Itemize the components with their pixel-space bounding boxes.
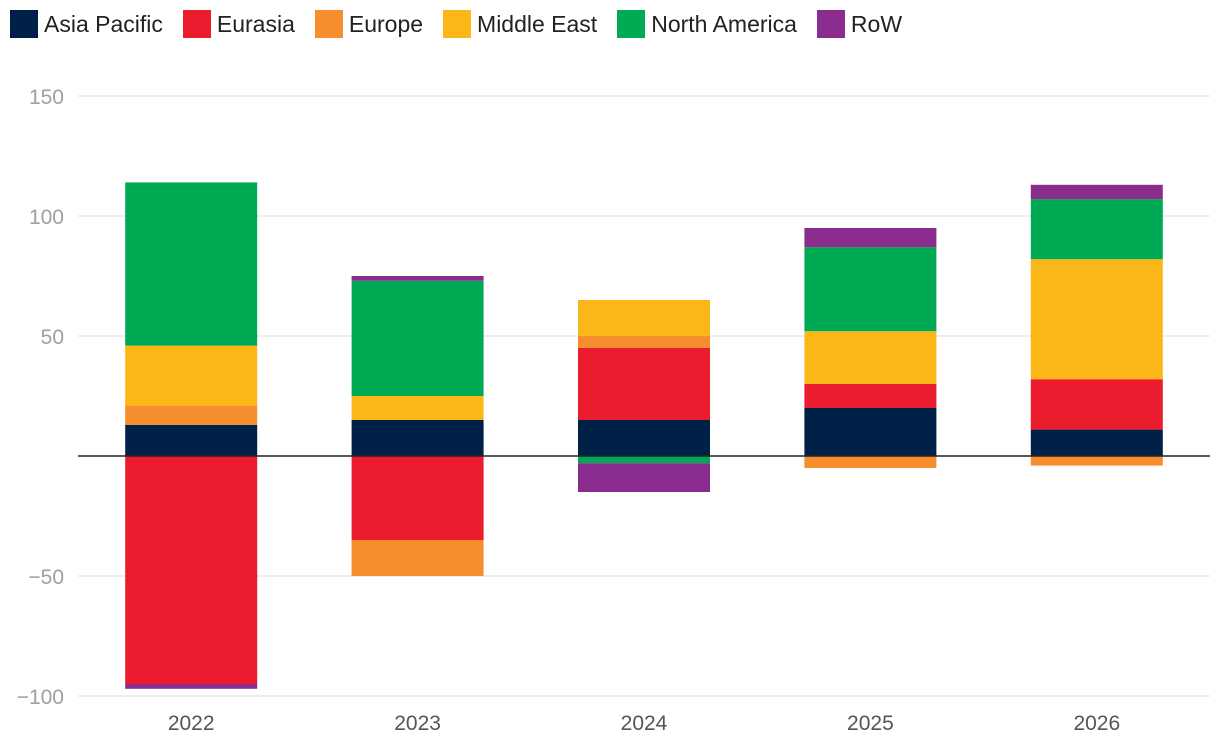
bar-segment xyxy=(1030,379,1163,430)
bar-segment xyxy=(351,280,484,396)
bar-segment xyxy=(125,345,258,406)
legend-item: Middle East xyxy=(443,8,597,40)
legend-swatch xyxy=(314,10,343,38)
bar-segment xyxy=(804,331,937,384)
legend-item: North America xyxy=(617,8,797,40)
legend-label: Europe xyxy=(348,11,424,37)
y-tick-label: 100 xyxy=(29,206,64,229)
legend-label: Eurasia xyxy=(216,11,295,37)
bar-segment xyxy=(578,456,710,464)
bar-segment xyxy=(1030,429,1163,456)
legend-label: North America xyxy=(651,11,797,37)
bar-segment xyxy=(804,408,937,456)
bar-segment xyxy=(804,247,937,332)
bar-segment xyxy=(578,336,710,348)
bar-segment xyxy=(351,396,484,420)
y-tick-label: −50 xyxy=(28,566,64,589)
bar-segment xyxy=(804,228,937,248)
grid-lines xyxy=(78,95,1210,697)
legend-swatch xyxy=(182,10,211,38)
x-tick-label: 2024 xyxy=(621,712,668,735)
bar-segment xyxy=(125,456,258,684)
bar-segment xyxy=(804,456,937,468)
legend-label: Asia Pacific xyxy=(44,11,163,37)
y-tick-label: 50 xyxy=(41,326,64,349)
bar-segment xyxy=(125,424,258,456)
bar-segment xyxy=(1030,184,1163,200)
bar-segment xyxy=(351,540,484,576)
x-tick-label: 2022 xyxy=(168,712,215,735)
legend-item: RoW xyxy=(816,8,903,40)
legend-item: Asia Pacific xyxy=(10,8,163,40)
bar-segment xyxy=(578,348,710,420)
legend-label: RoW xyxy=(850,11,903,37)
x-tick-label: 2023 xyxy=(394,712,441,735)
bar-segment xyxy=(1030,259,1163,380)
y-axis: 150 100 50 −50 −100 xyxy=(17,86,64,709)
x-axis: 2022 2023 2024 2025 2026 xyxy=(168,712,1120,735)
legend-item: Eurasia xyxy=(182,8,295,40)
bar-segment xyxy=(578,420,710,456)
bar-segment xyxy=(578,300,710,336)
bar-segment xyxy=(351,420,484,456)
legend-swatch xyxy=(10,10,38,38)
bar-segment xyxy=(125,684,258,689)
bar-segment xyxy=(1030,199,1163,260)
legend-item: Europe xyxy=(314,8,424,40)
bars xyxy=(125,182,1163,689)
y-tick-label: 150 xyxy=(29,86,64,109)
bar-segment xyxy=(804,384,937,408)
bar-segment xyxy=(125,405,258,425)
bar-segment xyxy=(351,276,484,281)
x-tick-label: 2025 xyxy=(847,712,894,735)
legend-label: Middle East xyxy=(477,11,598,37)
bar-segment xyxy=(125,182,258,346)
legend-swatch xyxy=(617,10,646,38)
chart-legend: Asia Pacific Eurasia Europe Middle East Nort… xyxy=(10,8,922,40)
legend-swatch xyxy=(443,10,472,38)
bar-segment xyxy=(1030,456,1163,466)
bar-segment xyxy=(351,456,484,540)
bar-segment xyxy=(578,463,710,492)
x-tick-label: 2026 xyxy=(1073,712,1120,735)
legend-swatch xyxy=(816,10,845,38)
y-tick-label: −100 xyxy=(17,686,64,709)
